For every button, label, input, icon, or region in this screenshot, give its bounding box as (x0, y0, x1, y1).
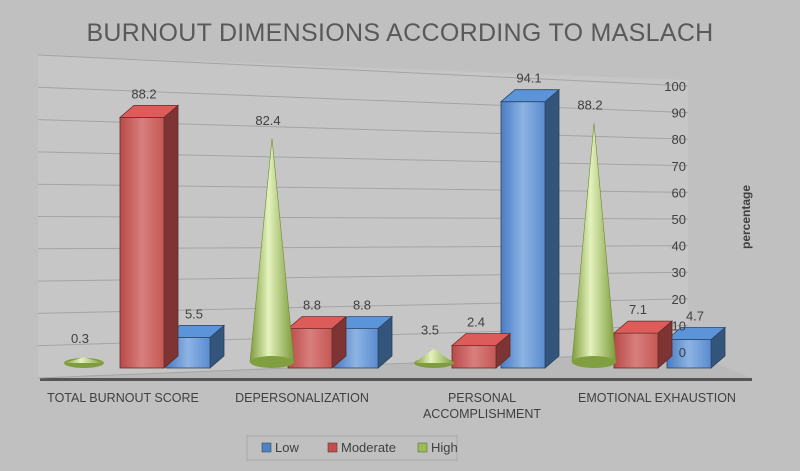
data-label: 8.8 (303, 298, 321, 313)
bar-high-2 (249, 138, 295, 368)
data-labels: 5.5 88.2 0.3 8.8 8.8 82.4 94.1 2.4 3.5 4.7 7.1 88.2 (71, 71, 704, 347)
x-tick-label: ACCOMPLISHMENT (423, 407, 541, 421)
data-label: 82.4 (255, 113, 280, 128)
legend-label: High (431, 440, 458, 455)
legend-label: Low (275, 440, 299, 455)
bar-moderate-3 (450, 332, 512, 369)
y-axis: 0 10 20 30 40 50 60 70 80 90 100 (664, 79, 686, 360)
chart-title: BURNOUT DIMENSIONS ACCORDING TO MASLACH (86, 19, 713, 47)
y-tick-label: 100 (664, 79, 686, 94)
bar-moderate-1 (118, 104, 180, 369)
y-tick-label: 70 (672, 159, 686, 174)
bar-high-1 (64, 357, 104, 368)
y-tick-label: 80 (672, 132, 686, 147)
x-axis: TOTAL BURNOUT SCORE DEPERSONALIZATION PERS… (47, 391, 736, 421)
data-label: 88.2 (131, 86, 156, 101)
legend: Low Moderate High (246, 435, 458, 461)
y-tick-label: 0 (679, 345, 686, 360)
y-tick-label: 50 (672, 212, 686, 227)
bar-high-3 (414, 348, 454, 368)
legend-swatch-moderate (327, 442, 338, 453)
bar-high-4 (571, 123, 617, 368)
legend-swatch-low (261, 442, 272, 453)
y-tick-label: 40 (672, 239, 686, 254)
gridline (37, 54, 689, 87)
data-marks (64, 88, 727, 369)
data-label: 94.1 (516, 71, 541, 86)
bar-moderate-4 (612, 320, 674, 369)
y-tick-label: 60 (672, 185, 686, 200)
data-label: 4.7 (686, 308, 704, 323)
data-label: 3.5 (421, 323, 439, 338)
x-tick-label: DEPERSONALIZATION (235, 391, 369, 405)
legend-swatch-high (417, 442, 428, 453)
bar-low-3 (499, 88, 561, 369)
legend-label: Moderate (341, 440, 396, 455)
bar-moderate-2 (286, 315, 348, 369)
y-tick-label: 20 (672, 292, 686, 307)
legend-frame (246, 435, 458, 461)
data-label: 88.2 (577, 97, 602, 112)
data-label: 2.4 (467, 315, 485, 330)
x-tick-label: EMOTIONAL EXHAUSTION (578, 391, 736, 405)
gridline (37, 86, 689, 114)
y-tick-label: 90 (672, 106, 686, 121)
y-tick-label: 30 (672, 265, 686, 280)
data-label: 8.8 (353, 298, 371, 313)
x-tick-label: TOTAL BURNOUT SCORE (47, 391, 199, 405)
bar-low-4 (665, 326, 727, 369)
data-label: 5.5 (185, 306, 203, 321)
y-axis-label: percentage (739, 185, 753, 249)
data-label: 7.1 (629, 302, 647, 317)
data-label: 0.3 (71, 331, 89, 346)
y-tick-label: 10 (672, 318, 686, 333)
x-tick-label: PERSONAL (448, 391, 516, 405)
